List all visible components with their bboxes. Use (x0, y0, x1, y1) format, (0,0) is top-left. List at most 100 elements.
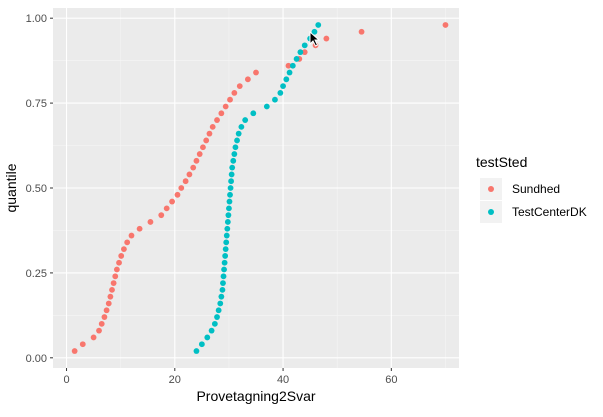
point-sundhed (244, 76, 251, 83)
point-sundhed (236, 83, 243, 90)
point-testcenterdk (193, 348, 200, 354)
y-tick-label: 0.75 (26, 98, 47, 110)
point-testcenterdk (223, 232, 230, 239)
point-testcenterdk (234, 137, 240, 144)
point-testcenterdk (228, 178, 234, 185)
point-testcenterdk (221, 266, 227, 273)
legend: testSted Sundhed TestCenterDK (476, 154, 587, 223)
point-sundhed (193, 157, 200, 164)
point-testcenterdk (315, 22, 322, 28)
point-sundhed (109, 286, 115, 293)
point-testcenterdk (221, 259, 228, 266)
point-testcenterdk (208, 327, 215, 334)
point-sundhed (105, 300, 112, 307)
point-testcenterdk (219, 286, 226, 293)
point-testcenterdk (228, 171, 235, 178)
point-sundhed (218, 110, 225, 117)
point-sundhed (79, 341, 86, 348)
point-sundhed (253, 69, 259, 76)
point-sundhed (227, 96, 233, 103)
point-sundhed (113, 266, 120, 273)
point-sundhed (136, 225, 143, 232)
point-testcenterdk (238, 123, 245, 130)
point-sundhed (121, 246, 127, 253)
point-testcenterdk (224, 219, 231, 225)
legend-label-sundhed: Sundhed (512, 182, 560, 196)
point-testcenterdk (277, 90, 284, 96)
point-sundhed (118, 253, 125, 259)
y-tick-label: 0.00 (26, 353, 47, 365)
y-tick-label: 0.50 (26, 183, 47, 195)
point-sundhed (182, 178, 189, 185)
x-tick-label: 60 (385, 374, 397, 386)
point-sundhed (110, 280, 117, 286)
point-sundhed (200, 144, 206, 151)
y-tick-label: 0.25 (26, 268, 47, 280)
legend-title: testSted (476, 154, 527, 170)
y-axis-title: quantile (3, 163, 19, 212)
point-sundhed (178, 185, 185, 191)
point-sundhed (301, 49, 308, 56)
point-sundhed (358, 28, 365, 35)
point-testcenterdk (224, 225, 231, 232)
point-testcenterdk (301, 42, 308, 49)
mouse-pointer-icon (309, 30, 321, 47)
point-testcenterdk (211, 320, 218, 327)
point-sundhed (116, 259, 122, 266)
point-sundhed (128, 232, 135, 239)
point-testcenterdk (227, 185, 234, 191)
point-testcenterdk (215, 307, 222, 314)
axis-ticks (50, 17, 392, 371)
point-testcenterdk (283, 76, 290, 83)
point-sundhed (174, 191, 181, 198)
point-testcenterdk (293, 56, 300, 62)
point-testcenterdk (297, 49, 304, 56)
point-sundhed (186, 171, 193, 178)
point-sundhed (442, 22, 449, 28)
point-sundhed (103, 307, 110, 314)
point-testcenterdk (226, 198, 233, 205)
point-sundhed (112, 273, 119, 280)
point-testcenterdk (242, 117, 249, 123)
point-testcenterdk (250, 110, 257, 117)
point-testcenterdk (231, 151, 238, 157)
point-testcenterdk (220, 280, 226, 286)
point-sundhed (124, 239, 131, 246)
x-tick-label: 40 (277, 374, 289, 386)
point-sundhed (147, 219, 154, 225)
point-testcenterdk (230, 157, 237, 164)
x-axis-title: Provetagning2Svar (196, 388, 315, 404)
point-sundhed (203, 137, 210, 144)
point-testcenterdk (235, 130, 242, 137)
point-sundhed (190, 164, 197, 171)
point-sundhed (98, 320, 105, 327)
point-sundhed (90, 334, 97, 341)
point-testcenterdk (225, 212, 232, 219)
y-tick-label: 1.00 (26, 13, 47, 25)
point-sundhed (101, 314, 108, 320)
point-testcenterdk (280, 83, 286, 90)
point-sundhed (163, 205, 170, 212)
point-sundhed (285, 62, 292, 69)
legend-marker-testcenterdk (488, 209, 494, 215)
point-testcenterdk (286, 69, 293, 76)
point-testcenterdk (198, 341, 205, 348)
point-testcenterdk (229, 164, 236, 171)
data-points (71, 22, 449, 354)
point-sundhed (206, 130, 213, 137)
point-testcenterdk (232, 144, 239, 151)
y-axis-tick-labels: 0.00 0.25 0.50 0.75 1.00 (26, 13, 47, 365)
point-sundhed (96, 327, 102, 334)
point-testcenterdk (220, 273, 227, 280)
point-sundhed (209, 123, 216, 130)
point-testcenterdk (289, 62, 296, 69)
point-testcenterdk (272, 96, 278, 103)
point-sundhed (71, 348, 78, 354)
point-testcenterdk (222, 253, 229, 259)
point-sundhed (169, 198, 175, 205)
x-axis-tick-labels: 0 20 40 60 (63, 374, 397, 386)
major-gridlines (53, 8, 459, 368)
point-sundhed (107, 293, 114, 300)
point-testcenterdk (204, 334, 211, 341)
